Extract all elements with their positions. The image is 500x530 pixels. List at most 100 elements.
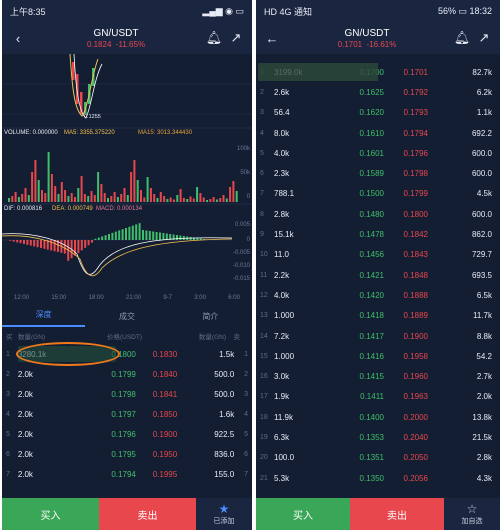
ask-price[interactable]: 0.1888	[403, 290, 428, 300]
bid-price[interactable]: 0.1610	[359, 128, 384, 138]
ask-price[interactable]: 0.1889	[403, 311, 428, 321]
ask-price[interactable]: 0.2000	[403, 412, 428, 422]
ask-price[interactable]: 0.1900	[403, 331, 428, 341]
tab-trades[interactable]: 成交	[118, 311, 135, 321]
orderbook-row: 6 2.3k 0.1589 0.1798 600.0	[256, 163, 500, 183]
ask-price[interactable]: 0.1850	[152, 409, 178, 419]
macd-bar	[199, 238, 202, 240]
share-icon[interactable]: ↗	[230, 30, 242, 45]
bid-price[interactable]: 0.1796	[111, 429, 136, 439]
orderbook-row: 5 4.0k 0.1601 0.1796 600.0	[256, 143, 500, 163]
volume-bar	[182, 198, 185, 202]
bid-price[interactable]: 0.1589	[359, 169, 384, 179]
ask-price[interactable]: 0.1841	[152, 389, 178, 399]
bid-price[interactable]: 0.1620	[359, 108, 384, 118]
low-price-label: 0.1255	[84, 114, 101, 120]
share-icon[interactable]: ↗	[478, 30, 490, 45]
ask-price[interactable]: 0.1830	[152, 349, 178, 359]
volume-bar	[17, 197, 20, 202]
bid-price[interactable]: 0.1420	[359, 290, 384, 300]
ask-price[interactable]: 0.1799	[403, 189, 428, 199]
macd-bar	[155, 232, 158, 240]
bid-price[interactable]: 0.1350	[359, 473, 384, 483]
orderbook-row: 15 1.000 0.1416 0.1958 54.2	[256, 346, 500, 366]
ask-price[interactable]: 0.2040	[403, 432, 428, 442]
bid-price[interactable]: 0.1400	[359, 412, 384, 422]
tab-intro[interactable]: 简介	[202, 311, 219, 321]
bid-qty: 15.1k	[274, 230, 294, 240]
sell-button[interactable]: 卖出	[99, 498, 196, 530]
buy-button[interactable]: 买入	[2, 498, 99, 530]
dif-label: DIF: 0.000816	[4, 206, 43, 212]
volume-bar	[8, 198, 10, 202]
bid-price[interactable]: 0.1351	[359, 453, 384, 463]
bid-price[interactable]: 0.1411	[360, 392, 384, 402]
ask-price[interactable]: 0.1958	[403, 351, 428, 361]
bid-price[interactable]: 0.1794	[111, 469, 136, 479]
orderbook-row: 7 788.1 0.1500 0.1799 4.5k	[256, 184, 500, 204]
ask-price[interactable]: 0.1995	[152, 469, 178, 479]
bid-price[interactable]: 0.1456	[359, 250, 384, 260]
kline-chart: 0.1255 VOLUME: 0.000000 MA5: 3355.375220…	[2, 53, 252, 292]
ask-price[interactable]: 0.1848	[403, 270, 428, 280]
bid-price[interactable]: 0.1800	[111, 349, 136, 359]
ask-price[interactable]: 0.2050	[403, 453, 428, 463]
ask-price[interactable]: 0.1794	[403, 128, 428, 138]
orderbook-header: 买 数量(GN) 价格(USDT) 数量(GN) 卖	[2, 328, 252, 344]
back-arrow-icon[interactable]: ←	[265, 30, 279, 46]
volume-bar	[189, 196, 192, 202]
bell-icon[interactable]: 🔔︎	[205, 30, 223, 45]
bid-qty: 2.0k	[17, 389, 33, 399]
bid-price[interactable]: 0.1478	[359, 230, 384, 240]
right-phone-screen: HD 4G 通知 56% ▭ 18:32 ← GN/USDT 0.1701 -1…	[256, 0, 500, 530]
row-index: 3	[6, 390, 10, 398]
bid-qty: 2.2k	[274, 270, 290, 280]
macd-bar	[12, 240, 15, 242]
price-header: 价格(USDT)	[106, 334, 142, 341]
ask-price[interactable]: 0.1900	[152, 429, 178, 439]
bid-price[interactable]: 0.1418	[359, 311, 384, 321]
ask-price[interactable]: 0.2056	[403, 473, 428, 483]
bell-icon[interactable]: 🔔︎	[453, 30, 471, 45]
ask-price[interactable]: 0.1843	[403, 250, 428, 260]
macd-bar	[9, 240, 12, 241]
bid-price[interactable]: 0.1795	[111, 449, 136, 459]
favorite-button[interactable]: ★ 已添加	[196, 498, 252, 530]
ask-qty: 11.7k	[473, 311, 492, 321]
bid-price[interactable]: 0.1798	[111, 389, 136, 399]
macd-bar	[128, 226, 131, 240]
bid-price[interactable]: 0.1415	[359, 372, 384, 382]
bid-price[interactable]: 0.1416	[359, 351, 384, 361]
ask-side-label: 卖	[233, 334, 241, 341]
ask-price[interactable]: 0.1701	[403, 67, 428, 77]
bid-price[interactable]: 0.1625	[359, 87, 384, 97]
back-icon[interactable]: ‹	[15, 30, 21, 46]
bid-price[interactable]: 0.1480	[359, 209, 384, 219]
bid-price[interactable]: 0.1421	[359, 270, 384, 280]
bid-price[interactable]: 0.1601	[359, 148, 384, 158]
ask-price[interactable]: 0.1796	[403, 148, 428, 158]
bid-price[interactable]: 0.1799	[111, 369, 136, 379]
ask-price[interactable]: 0.1960	[403, 372, 428, 382]
volume-bar	[44, 193, 47, 202]
ask-price[interactable]: 0.1798	[403, 169, 428, 179]
macd-bar	[87, 240, 90, 246]
ask-price[interactable]: 0.1793	[403, 108, 428, 118]
ask-price[interactable]: 0.1792	[403, 87, 428, 97]
tab-depth[interactable]: 深度	[2, 305, 86, 327]
ask-price[interactable]: 0.1950	[152, 449, 178, 459]
ask-price[interactable]: 0.1840	[152, 369, 178, 379]
volume-bar	[21, 194, 24, 202]
bid-qty: 1.9k	[274, 392, 290, 402]
bid-price[interactable]: 0.1353	[359, 432, 384, 442]
sell-button[interactable]: 卖出	[350, 498, 444, 530]
macd-bar	[111, 232, 114, 240]
favorite-button[interactable]: ☆ 加自选	[444, 498, 500, 530]
bid-price[interactable]: 0.1417	[359, 331, 384, 341]
ask-price[interactable]: 0.1800	[403, 209, 428, 219]
buy-button[interactable]: 买入	[256, 498, 350, 530]
ask-price[interactable]: 0.1963	[403, 392, 428, 402]
bid-price[interactable]: 0.1500	[359, 189, 384, 199]
ask-price[interactable]: 0.1842	[403, 230, 428, 240]
bid-price[interactable]: 0.1797	[111, 409, 136, 419]
